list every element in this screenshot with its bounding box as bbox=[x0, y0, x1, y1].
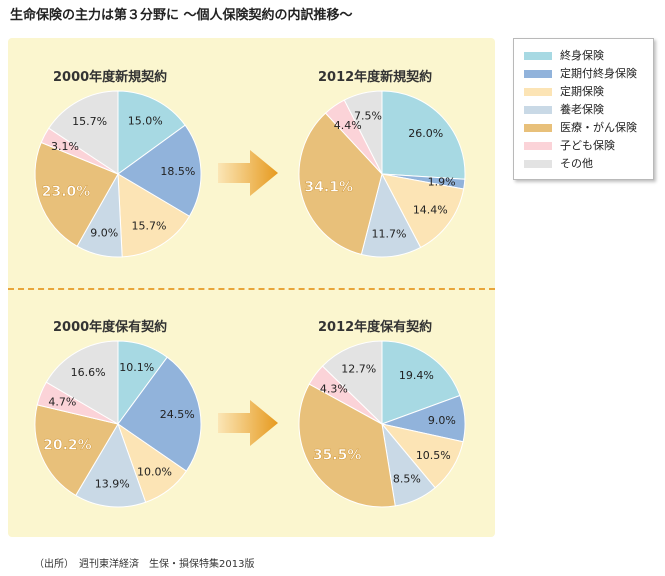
pie-data-label: 10.0% bbox=[137, 466, 172, 479]
pie-data-label: 4.4% bbox=[334, 119, 362, 132]
pie-data-label: 13.9% bbox=[95, 478, 130, 491]
legend-swatch bbox=[524, 70, 552, 78]
pie-data-label: 16.6% bbox=[71, 366, 106, 379]
legend-item: 医療・がん保険 bbox=[524, 119, 637, 134]
chart-title-2012-held: 2012年度保有契約 bbox=[318, 320, 433, 335]
pie-slice-other bbox=[343, 90, 383, 175]
pie-data-label: 24.5% bbox=[160, 408, 195, 421]
pie-data-label: 12.7% bbox=[341, 363, 376, 376]
pie-slice-other bbox=[45, 340, 119, 425]
legend-label: 養老保険 bbox=[560, 103, 604, 116]
pie-chart-2000-held: 10.1% 24.5% 10.0% 13.9% 20.2% 4.7% 16.6% bbox=[34, 340, 202, 508]
legend-label: 定期付終身保険 bbox=[560, 67, 637, 80]
legend-swatch bbox=[524, 88, 552, 96]
legend-label: その他 bbox=[560, 157, 593, 170]
pie-data-label: 1.9% bbox=[428, 175, 456, 188]
legend-swatch bbox=[524, 142, 552, 150]
legend-item: 子ども保険 bbox=[524, 137, 615, 152]
arrow-right-icon bbox=[218, 150, 278, 196]
legend-label: 終身保険 bbox=[560, 49, 604, 62]
pie-chart-2012-held: 19.4% 9.0% 10.5% 8.5% 35.5% 4.3% 12.7% bbox=[298, 340, 466, 508]
source-note: （出所） 週刊東洋経済 生保・損保特集2013版 bbox=[34, 559, 255, 570]
pie-slice-endowment bbox=[75, 422, 147, 508]
pie-data-label: 9.0% bbox=[428, 414, 456, 427]
legend: 終身保険 定期付終身保険 定期保険 養老保険 医療・がん保険 子ども保険 その他 bbox=[513, 38, 654, 180]
legend-label: 定期保険 bbox=[560, 85, 604, 98]
pie-data-label: 11.7% bbox=[372, 228, 407, 241]
pie-data-label: 4.3% bbox=[320, 382, 348, 395]
page-title: 生命保険の主力は第３分野に 〜個人保険契約の内訳推移〜 bbox=[10, 8, 353, 23]
legend-label: 医療・がん保険 bbox=[560, 121, 637, 134]
pie-data-label: 15.0% bbox=[128, 115, 163, 128]
pie-data-label: 20.2% bbox=[43, 438, 92, 454]
pie-slice-term bbox=[381, 173, 465, 249]
chart-title-2000-new: 2000年度新規契約 bbox=[53, 70, 168, 85]
pie-chart-2012-new: 26.0% 1.9% 14.4% 11.7% 34.1% 4.4%7.5% bbox=[298, 90, 466, 258]
pie-slice-whole-life bbox=[117, 90, 186, 175]
legend-item: 定期保険 bbox=[524, 83, 604, 98]
pie-data-label: 15.7% bbox=[132, 219, 167, 232]
legend-item: 定期付終身保険 bbox=[524, 65, 637, 80]
arrow-right-icon bbox=[218, 400, 278, 446]
pie-slice-other bbox=[48, 90, 119, 175]
pie-slice-whole-life bbox=[381, 340, 461, 425]
pie-slice-term-attached-whole-life bbox=[117, 124, 202, 217]
legend-swatch bbox=[524, 124, 552, 132]
pie-slice-medical-cancer bbox=[34, 141, 119, 247]
pie-slice-other bbox=[321, 340, 383, 426]
pie-slice-endowment bbox=[360, 172, 422, 258]
pie-data-label: 9.0% bbox=[90, 226, 118, 239]
pie-data-label: 19.4% bbox=[399, 369, 434, 382]
legend-label: 子ども保険 bbox=[560, 139, 615, 152]
pie-data-label: 15.7% bbox=[72, 115, 107, 128]
pie-data-label: 26.0% bbox=[408, 127, 443, 140]
pie-slice-term bbox=[117, 173, 191, 258]
legend-item: 養老保険 bbox=[524, 101, 604, 116]
pie-data-label: 34.1% bbox=[304, 180, 353, 196]
pie-data-label: 18.5% bbox=[160, 165, 195, 178]
pie-data-label: 35.5% bbox=[313, 448, 362, 464]
pie-data-label: 23.0% bbox=[42, 184, 91, 200]
legend-swatch bbox=[524, 52, 552, 60]
legend-swatch bbox=[524, 106, 552, 114]
legend-item: その他 bbox=[524, 155, 593, 170]
chart-title-2000-held: 2000年度保有契約 bbox=[53, 320, 168, 335]
pie-data-label: 3.1% bbox=[51, 140, 79, 153]
pie-slice-medical-cancer bbox=[34, 404, 119, 497]
pie-slice-medical-cancer bbox=[298, 112, 383, 255]
chart-title-2012-new: 2012年度新規契約 bbox=[318, 70, 433, 85]
pie-data-label: 8.5% bbox=[393, 473, 421, 486]
pie-data-label: 4.7% bbox=[48, 396, 76, 409]
legend-swatch bbox=[524, 160, 552, 168]
pie-slice-term-attached-whole-life bbox=[117, 356, 202, 472]
dashed-divider bbox=[8, 288, 495, 290]
pie-data-label: 14.4% bbox=[413, 204, 448, 217]
legend-item: 終身保険 bbox=[524, 47, 604, 62]
pie-data-label: 10.1% bbox=[119, 361, 154, 374]
pie-slice-medical-cancer bbox=[298, 383, 396, 508]
pie-slice-whole-life bbox=[381, 90, 466, 180]
pie-data-label: 7.5% bbox=[354, 110, 382, 123]
pie-chart-2000-new: 15.0% 18.5% 15.7% 9.0% 23.0% 3.1% 15.7% bbox=[34, 90, 202, 258]
pie-data-label: 10.5% bbox=[416, 449, 451, 462]
